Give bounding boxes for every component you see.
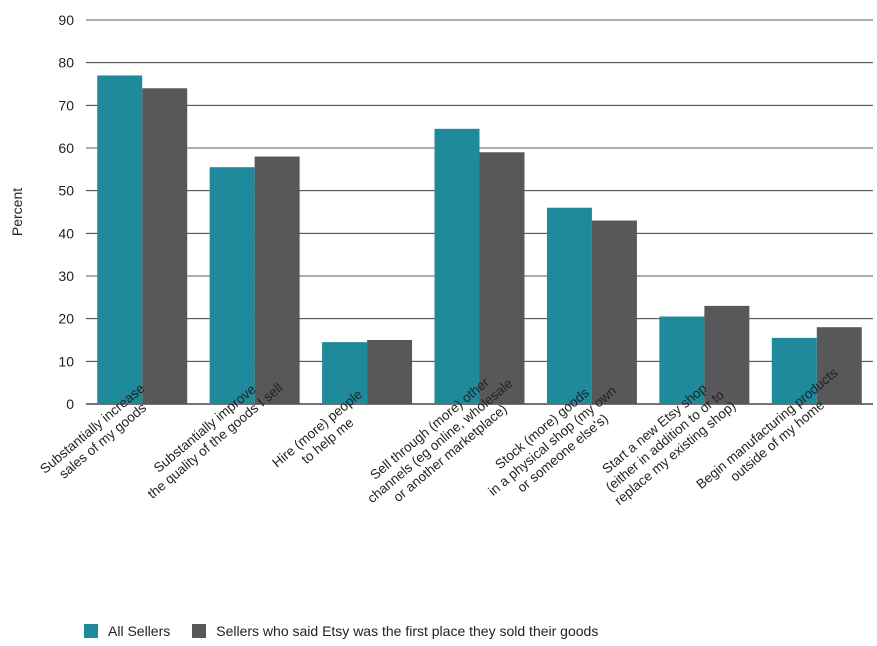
- y-tick-label: 30: [58, 268, 74, 284]
- y-tick-label: 90: [58, 12, 74, 28]
- bars: [97, 75, 862, 405]
- y-tick-label: 70: [58, 97, 74, 113]
- bar-etsy-first: [816, 327, 862, 404]
- y-tick-label: 60: [58, 140, 74, 156]
- y-tick-label: 10: [58, 353, 74, 369]
- bar-etsy-first: [479, 152, 525, 404]
- legend-item-etsy-first: Sellers who said Etsy was the first plac…: [192, 623, 598, 639]
- bar-etsy-first: [142, 88, 188, 405]
- y-tick-label: 40: [58, 225, 74, 241]
- y-tick-label: 50: [58, 183, 74, 199]
- legend-label-etsy-first: Sellers who said Etsy was the first plac…: [216, 623, 599, 639]
- bar-all-sellers: [771, 337, 817, 404]
- y-axis-ticks: 0 10 20 30 40 50 60 70 80 90: [58, 12, 74, 412]
- y-tick-label: 80: [58, 55, 74, 71]
- bar-all-sellers: [434, 128, 480, 405]
- bar-etsy-first: [704, 305, 750, 404]
- legend-label-all-sellers: All Sellers: [108, 623, 171, 639]
- y-tick-label: 20: [58, 311, 74, 327]
- bar-all-sellers: [97, 75, 143, 404]
- y-axis-title: Percent: [9, 188, 25, 236]
- legend-swatch-all-sellers: [84, 624, 98, 638]
- bar-all-sellers: [546, 207, 592, 404]
- bar-etsy-first: [591, 220, 637, 404]
- x-category-label-line: Substantially increase: [37, 381, 147, 477]
- bar-chart: 0 10 20 30 40 50 60 70 80 90 Substantially increa…: [9, 12, 873, 508]
- legend: All Sellers Sellers who said Etsy was th…: [84, 623, 620, 639]
- legend-swatch-etsy-first: [192, 624, 207, 638]
- bar-all-sellers: [209, 167, 255, 404]
- bar-all-sellers: [322, 342, 368, 404]
- legend-item-all-sellers: All Sellers: [84, 623, 170, 639]
- bar-etsy-first: [367, 340, 413, 404]
- bar-all-sellers: [659, 316, 705, 404]
- bar-etsy-first: [254, 156, 300, 404]
- y-tick-label: 0: [66, 396, 74, 412]
